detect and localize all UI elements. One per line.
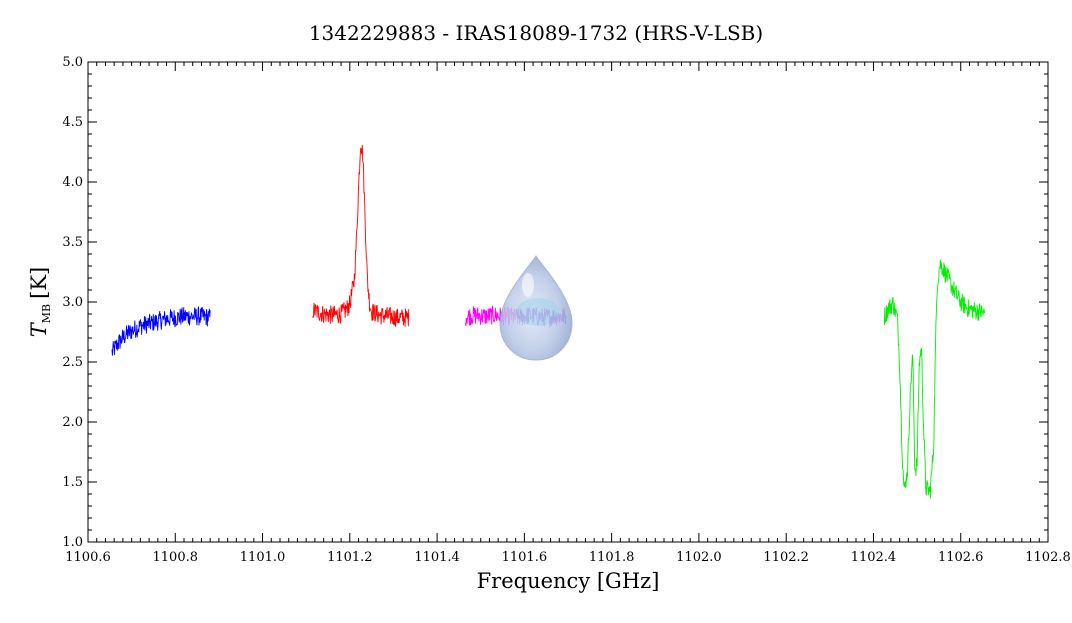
svg-text:TMB[K]: TMB [K] <box>27 267 53 337</box>
chart-title: 1342229883 - IRAS18089-1732 (HRS-V-LSB) <box>309 21 763 45</box>
x-tick-label: 1102.0 <box>676 550 722 565</box>
x-tick-label: 1101.6 <box>502 550 548 565</box>
x-tick-label: 1101.2 <box>327 550 373 565</box>
y-tick-label: 4.5 <box>62 115 83 130</box>
x-tick-label: 1102.4 <box>851 550 897 565</box>
spectrum-series-0 <box>111 305 211 356</box>
x-tick-label: 1101.4 <box>414 550 460 565</box>
y-tick-label: 4.0 <box>62 175 83 190</box>
y-axis-subscript: MB <box>40 304 53 323</box>
y-axis-symbol: T <box>27 321 51 337</box>
y-tick-label: 5.0 <box>62 55 83 70</box>
y-tick-label: 3.0 <box>62 295 83 310</box>
plot-frame <box>87 61 1049 543</box>
y-tick-label: 1.5 <box>62 475 83 490</box>
x-tick-label: 1102.6 <box>938 550 984 565</box>
x-tick-label: 1100.8 <box>153 550 199 565</box>
y-tick-label: 1.0 <box>62 535 83 550</box>
x-tick-label: 1102.2 <box>763 550 809 565</box>
y-tick-label: 2.5 <box>62 355 83 370</box>
y-tick-label: 2.0 <box>62 415 83 430</box>
y-axis-title: TMB [K] <box>27 267 53 337</box>
ticks-layer: 1100.6 1100.8 1101.0 1101.2 1101.4 1101.6 1101… <box>62 55 1070 565</box>
x-axis-title: Frequency [GHz] <box>477 569 660 593</box>
spectrum-series-1 <box>312 144 410 327</box>
x-tick-label: 1102.8 <box>1025 550 1071 565</box>
x-tick-label: 1100.6 <box>65 550 111 565</box>
x-tick-label: 1101.8 <box>589 550 635 565</box>
droplet-icon <box>499 255 573 361</box>
spectrum-series-4 <box>883 259 986 499</box>
y-tick-label: 3.5 <box>62 235 83 250</box>
y-axis-unit: [K] <box>27 267 51 299</box>
x-tick-label: 1101.0 <box>240 550 286 565</box>
